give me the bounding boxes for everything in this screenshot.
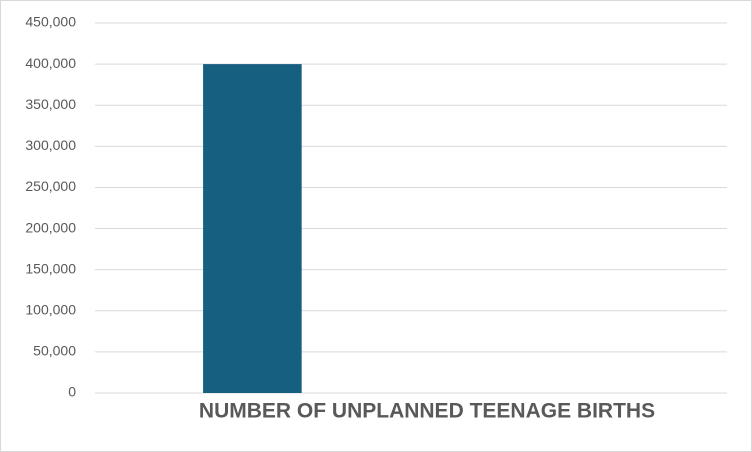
y-tick-label: 250,000	[25, 178, 76, 194]
y-tick-label: 0	[68, 384, 76, 400]
bar	[203, 64, 302, 393]
y-tick-label: 100,000	[25, 301, 76, 317]
y-tick-label: 350,000	[25, 96, 76, 112]
y-tick-label: 450,000	[25, 14, 76, 30]
x-tick-label: NUMBER OF UNPLANNED TEENAGE BIRTHS	[199, 400, 655, 423]
y-tick-label: 200,000	[25, 219, 76, 235]
y-tick-label: 150,000	[25, 260, 76, 276]
y-tick-label: 400,000	[25, 55, 76, 71]
y-tick-label: 300,000	[25, 137, 76, 153]
y-tick-label: 50,000	[33, 343, 76, 359]
